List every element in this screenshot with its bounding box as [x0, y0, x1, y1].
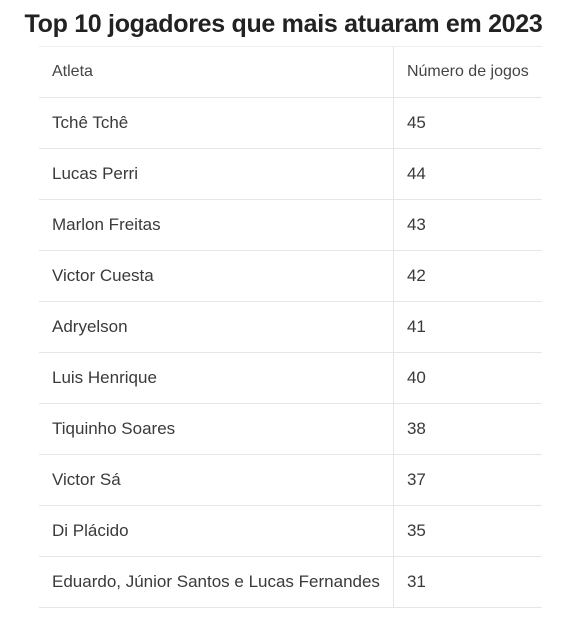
athlete-cell: Victor Cuesta [39, 250, 394, 302]
games-cell: 40 [393, 352, 542, 404]
athlete-cell: Luis Henrique [39, 352, 394, 404]
games-cell: 43 [393, 199, 542, 251]
table-row: Eduardo, Júnior Santos e Lucas Fernandes… [39, 556, 542, 608]
games-cell: 38 [393, 403, 542, 455]
games-cell: 44 [393, 148, 542, 200]
athlete-cell: Adryelson [39, 301, 394, 353]
athlete-cell: Lucas Perri [39, 148, 394, 200]
table-row: Luis Henrique 40 [39, 352, 542, 404]
athlete-cell: Marlon Freitas [39, 199, 394, 251]
column-header-athlete: Atleta [39, 46, 394, 98]
table-row: Lucas Perri 44 [39, 148, 542, 200]
games-cell: 42 [393, 250, 542, 302]
table-row: Tchê Tchê 45 [39, 97, 542, 149]
table-row: Tiquinho Soares 38 [39, 403, 542, 455]
games-cell: 31 [393, 556, 542, 608]
players-table: Atleta Número de jogos Tchê Tchê 45 Luca… [39, 46, 542, 608]
games-cell: 45 [393, 97, 542, 149]
athlete-cell: Eduardo, Júnior Santos e Lucas Fernandes [39, 556, 394, 608]
athlete-cell: Tchê Tchê [39, 97, 394, 149]
table-row: Victor Cuesta 42 [39, 250, 542, 302]
table-header-row: Atleta Número de jogos [39, 46, 542, 98]
games-cell: 41 [393, 301, 542, 353]
athlete-cell: Victor Sá [39, 454, 394, 506]
athlete-cell: Di Plácido [39, 505, 394, 557]
table-row: Adryelson 41 [39, 301, 542, 353]
games-cell: 37 [393, 454, 542, 506]
table-title: Top 10 jogadores que mais atuaram em 202… [24, 10, 543, 38]
column-header-games: Número de jogos [393, 46, 542, 98]
table-row: Victor Sá 37 [39, 454, 542, 506]
athlete-cell: Tiquinho Soares [39, 403, 394, 455]
table-row: Marlon Freitas 43 [39, 199, 542, 251]
table-row: Di Plácido 35 [39, 505, 542, 557]
games-cell: 35 [393, 505, 542, 557]
